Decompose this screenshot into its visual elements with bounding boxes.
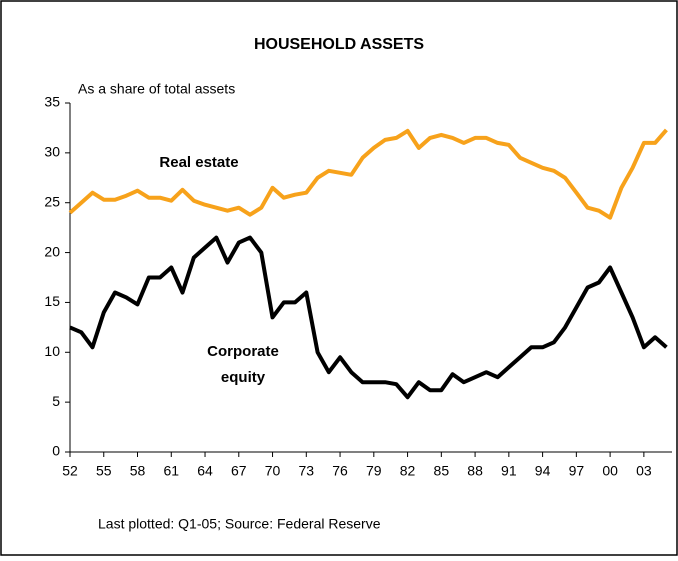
y-tick-label: 15 — [44, 293, 60, 309]
y-tick-label: 20 — [44, 243, 60, 259]
y-tick-label: 5 — [52, 393, 60, 409]
x-tick-label: 00 — [602, 463, 618, 479]
series-line — [69, 235, 668, 400]
y-tick-label: 25 — [44, 193, 60, 209]
footnote: Last plotted: Q1-05; Source: Federal Res… — [98, 516, 381, 532]
series-label: Corporate equity — [207, 343, 279, 386]
x-tick-label: 03 — [636, 463, 652, 479]
x-tick-label: 97 — [569, 463, 585, 479]
x-tick-label: 52 — [62, 463, 78, 479]
y-tick-label: 30 — [44, 144, 60, 160]
y-axis-label: As a share of total assets — [78, 81, 235, 97]
y-tick-label: 0 — [52, 443, 60, 459]
x-tick-label: 82 — [400, 463, 416, 479]
x-tick-label: 61 — [163, 463, 179, 479]
x-tick-label: 94 — [535, 463, 551, 479]
x-tick-label: 64 — [197, 463, 213, 479]
series-label: Real estate — [159, 154, 238, 171]
y-tick-label: 10 — [44, 343, 60, 359]
x-tick-label: 88 — [467, 463, 483, 479]
x-tick-label: 79 — [366, 463, 382, 479]
chart-title: HOUSEHOLD ASSETS — [254, 36, 424, 53]
x-tick-label: 70 — [265, 463, 281, 479]
series-label-line: Corporate — [207, 343, 279, 360]
x-tick-label: 67 — [231, 463, 247, 479]
x-tick-label: 58 — [130, 463, 146, 479]
x-tick-label: 91 — [501, 463, 517, 479]
x-tick-label: 85 — [434, 463, 450, 479]
x-tick-label: 76 — [332, 463, 348, 479]
x-tick-label: 55 — [96, 463, 112, 479]
y-tick-label: 35 — [44, 94, 60, 110]
series-label-line: equity — [221, 369, 266, 386]
series-line — [68, 128, 668, 220]
x-tick-label: 73 — [299, 463, 315, 479]
